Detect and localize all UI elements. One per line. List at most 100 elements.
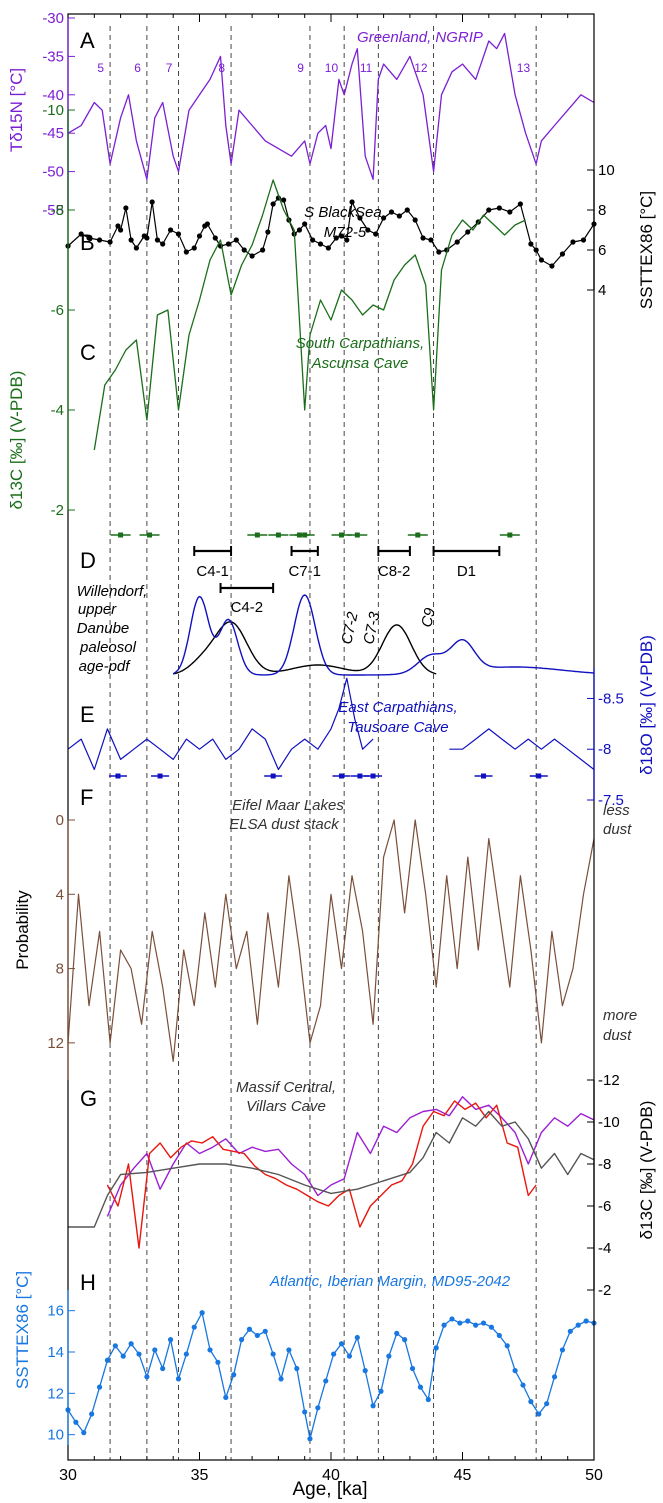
data-point-B (333, 235, 339, 241)
data-point-B (507, 209, 513, 215)
data-point-B (580, 237, 587, 243)
y-tick-label-F: 8 (56, 961, 64, 978)
data-point-H (583, 1318, 589, 1324)
data-point-H (104, 1357, 111, 1363)
data-point-B (309, 237, 316, 243)
panel-letter-G: G (80, 1086, 97, 1111)
y-tick-label-E: -8 (598, 741, 611, 758)
event-label-9: 9 (297, 61, 304, 75)
data-point-B (154, 237, 161, 243)
x-tick-label-40: 40 (322, 1467, 340, 1484)
series-line-C (93, 179, 526, 451)
y-tick-label-H: 16 (47, 1303, 64, 1320)
annotation-less: less (603, 802, 630, 819)
y-tick-label-F: 0 (56, 812, 64, 829)
data-point-H (270, 1351, 276, 1357)
data-point-H (112, 1343, 118, 1349)
data-point-H (346, 1353, 353, 1359)
data-point-H (262, 1328, 268, 1334)
data-point-B (302, 221, 308, 227)
data-point-H (286, 1347, 292, 1353)
data-point-B (373, 231, 379, 237)
data-point-H (465, 1318, 471, 1324)
data-point-B (249, 253, 255, 259)
data-point-H (167, 1337, 174, 1343)
data-point-H (96, 1384, 103, 1390)
site-label-D3: Danube (77, 620, 130, 637)
data-point-H (160, 1365, 166, 1372)
site-label-D1: Willendorf, (77, 583, 148, 600)
data-point-B (325, 245, 331, 251)
data-point-H (254, 1332, 260, 1339)
age-marker-green (507, 532, 513, 538)
series-layer (65, 32, 597, 1442)
labels-layer: Age, [ka] 5 6 7 8 9 10 11 12 13 A Greenland, NGRIP… (7, 28, 656, 1500)
data-point-H (302, 1409, 308, 1415)
data-point-H (512, 1368, 518, 1374)
annotation-more: more (603, 1007, 637, 1024)
x-axis-label: Age, [ka] (293, 1479, 368, 1500)
y-tick-label-H: 14 (47, 1344, 64, 1361)
data-point-B (265, 229, 271, 235)
site-label-F2: ELSA dust stack (229, 816, 340, 833)
site-label-F1: Eifel Maar Lakes (232, 797, 344, 814)
age-marker-blue (370, 773, 376, 779)
site-label-D2: upper (78, 601, 117, 618)
data-point-B (212, 235, 218, 241)
data-point-B (281, 197, 287, 203)
data-point-H (152, 1347, 158, 1353)
y-tick-label-B: 8 (598, 202, 606, 219)
age-marker-blue (157, 773, 163, 779)
data-point-H (473, 1322, 479, 1328)
age-range-label-C7-1: C7-1 (288, 563, 321, 580)
event-label-8: 8 (218, 61, 225, 75)
data-point-H (144, 1374, 150, 1380)
data-point-H (175, 1376, 182, 1382)
data-point-B (167, 227, 174, 233)
data-point-H (89, 1411, 95, 1417)
data-point-B (270, 201, 276, 207)
age-marker-blue (357, 773, 363, 779)
data-point-H (315, 1405, 321, 1411)
x-tick-label-35: 35 (191, 1467, 209, 1484)
data-point-H (567, 1328, 573, 1334)
panel-letter-E: E (80, 702, 95, 727)
data-point-B (96, 237, 103, 243)
data-point-B (118, 227, 124, 233)
panel-letter-D: D (80, 548, 96, 573)
data-point-B (317, 241, 324, 247)
y-tick-label-B: 10 (598, 162, 615, 179)
data-point-H (294, 1365, 300, 1372)
data-point-H (441, 1322, 447, 1328)
y-tick-label-G: -12 (598, 1072, 620, 1089)
data-point-B (296, 227, 303, 233)
data-point-H (409, 1365, 416, 1372)
data-point-H (215, 1359, 221, 1365)
data-point-B (357, 215, 363, 221)
annotation-more-dust: dust (603, 1027, 632, 1044)
data-point-H (199, 1310, 205, 1316)
data-point-B (233, 237, 239, 243)
annotation-less-dust: dust (603, 821, 632, 838)
y-axis-label-H: SSTTEX86 [°C] (13, 1271, 32, 1389)
data-point-H (238, 1337, 245, 1343)
data-point-B (436, 249, 442, 255)
age-range-label-D1: D1 (457, 563, 476, 580)
data-point-H (457, 1320, 463, 1326)
data-point-B (517, 201, 523, 207)
y-tick-label-C: -8 (51, 202, 64, 219)
data-point-B (338, 233, 345, 239)
data-point-H (191, 1324, 197, 1330)
site-label-B2: M72-5 (324, 224, 367, 241)
y-axis-label-E: δ18O [‰] (V-PDB) (637, 635, 656, 775)
data-point-B (196, 233, 203, 239)
data-point-B (533, 247, 539, 253)
y-axis-label-C: δ13C [‰] (V-PDB) (7, 371, 26, 510)
site-label-D4: paleosol (79, 639, 137, 656)
data-point-B (454, 239, 460, 245)
data-point-H (354, 1334, 360, 1341)
data-point-H (417, 1384, 424, 1390)
data-point-B (420, 235, 426, 241)
data-point-B (404, 207, 410, 213)
